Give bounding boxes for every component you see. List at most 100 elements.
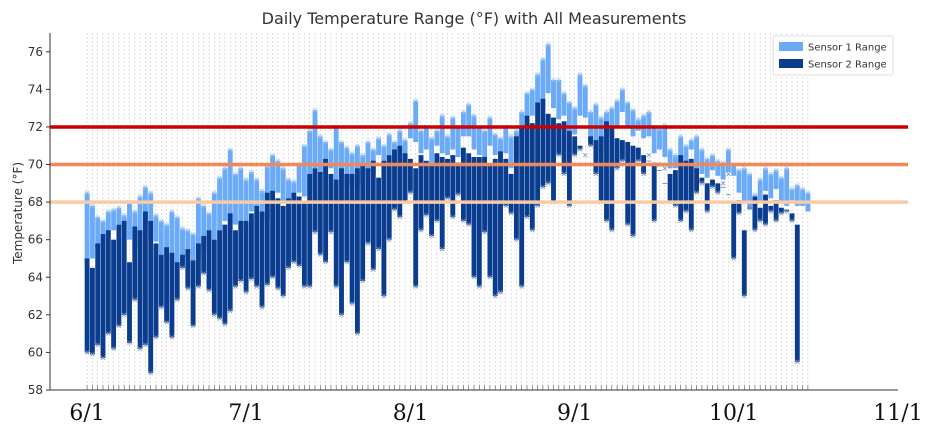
measurement-x-marker	[662, 166, 668, 171]
measurement-x-marker	[434, 218, 440, 224]
measurement-x-marker	[630, 107, 636, 113]
measurement-x-marker	[116, 323, 122, 329]
sensor-2-bar	[381, 160, 387, 297]
measurement-x-marker	[540, 184, 546, 190]
measurement-x-marker	[344, 259, 350, 265]
sensor-1-bar	[614, 100, 620, 127]
sensor-1-bar	[429, 138, 435, 163]
gridlines	[86, 33, 809, 390]
measurement-x-marker	[636, 158, 641, 164]
measurement-x-marker	[386, 132, 392, 137]
measurement-x-marker	[651, 218, 657, 224]
measurement-x-marker	[371, 267, 376, 273]
measurement-x-marker	[280, 166, 286, 171]
sensor-1-bar	[211, 192, 217, 240]
measurement-x-marker	[153, 335, 159, 340]
sensor-2-bar	[635, 147, 641, 161]
sensor-1-bar	[100, 220, 106, 244]
sensor-2-bar	[402, 153, 408, 203]
measurement-x-marker	[106, 331, 111, 336]
measurement-x-marker	[291, 179, 297, 184]
measurement-x-marker	[482, 229, 487, 235]
measurement-x-marker	[413, 98, 418, 103]
sensor-2-bar	[784, 209, 790, 212]
measurement-x-marker	[243, 177, 249, 182]
sensor-1-bar	[593, 104, 599, 161]
measurement-x-marker	[328, 229, 334, 235]
sensor-1-bar	[333, 126, 339, 180]
sensor-2-bar	[418, 155, 424, 231]
sensor-1-bar	[455, 126, 461, 158]
measurement-x-marker	[254, 177, 259, 182]
sensor-2-bar	[450, 155, 456, 218]
sensor-1-bar	[556, 79, 562, 120]
measurement-x-marker	[148, 370, 153, 376]
measurement-x-marker	[545, 41, 551, 47]
sensor-1-bar	[725, 149, 731, 173]
sensor-2-bar	[291, 192, 297, 263]
sensor-2-bar	[312, 168, 318, 233]
sensor-1-bar	[439, 115, 445, 154]
measurement-x-marker	[196, 284, 201, 289]
measurement-x-marker	[514, 128, 519, 133]
sensor-2-bar	[392, 149, 397, 210]
measurement-x-marker	[445, 134, 450, 139]
measurement-x-marker	[556, 77, 562, 83]
measurement-x-marker	[784, 209, 789, 214]
measurement-x-marker	[763, 166, 768, 171]
sensor-1-bar	[529, 89, 535, 116]
measurement-x-marker	[121, 212, 127, 218]
sensor-1-bar	[344, 147, 350, 188]
sensor-1-bar	[561, 93, 567, 116]
measurement-x-marker	[95, 342, 100, 348]
sensor-1-bar	[195, 198, 201, 259]
measurement-x-marker	[217, 316, 222, 321]
sensor-1-bar	[270, 155, 276, 193]
sensor-2-bar	[89, 267, 95, 355]
sensor-2-bar	[487, 164, 493, 278]
sensor-1-bar	[508, 136, 514, 169]
sensor-1-bar	[487, 117, 493, 146]
sensor-1-bar	[164, 224, 170, 259]
sensor-2-bar	[747, 207, 753, 209]
sensor-2-bar	[566, 130, 572, 206]
measurement-x-marker	[381, 293, 387, 299]
measurement-x-marker	[238, 166, 244, 171]
measurement-x-marker	[773, 167, 779, 173]
sensor-2-bar	[768, 205, 774, 212]
sensor-2-bar	[614, 138, 620, 169]
measurement-x-marker	[90, 203, 95, 209]
sensor-2-bar	[513, 136, 519, 240]
measurement-x-marker	[795, 182, 800, 188]
measurement-x-marker	[333, 284, 339, 289]
sensor-1-bar	[545, 44, 551, 94]
y-tick-label: 64	[28, 270, 43, 284]
measurement-x-marker	[201, 203, 206, 209]
measurement-x-marker	[169, 209, 175, 214]
measurement-x-marker	[795, 359, 800, 365]
measurement-x-marker	[450, 115, 456, 120]
sensor-1-bar	[492, 134, 498, 156]
sensor-1-bar	[540, 59, 546, 101]
sensor-2-bar	[561, 121, 567, 174]
measurement-x-marker	[779, 211, 784, 216]
sensor-2-bar	[254, 205, 260, 287]
measurement-x-marker	[577, 72, 583, 77]
y-axis-label: Temperature (°F)	[11, 162, 25, 265]
sensor-2-bar	[609, 126, 615, 231]
y-tick-label: 58	[28, 383, 43, 397]
sensor-2-bar	[317, 172, 323, 255]
measurement-x-marker	[455, 192, 461, 197]
measurement-x-marker	[530, 228, 535, 233]
measurement-x-marker	[747, 171, 752, 177]
measurement-x-marker	[270, 274, 275, 280]
measurement-x-marker	[689, 228, 694, 233]
sensor-1-bar	[169, 211, 175, 263]
sensor-1-bar	[646, 111, 652, 137]
measurement-x-marker	[699, 147, 705, 152]
measurement-x-marker	[360, 152, 365, 158]
sensor-2-bar	[323, 158, 329, 263]
measurement-x-marker	[736, 167, 742, 173]
measurement-x-marker	[789, 186, 795, 192]
